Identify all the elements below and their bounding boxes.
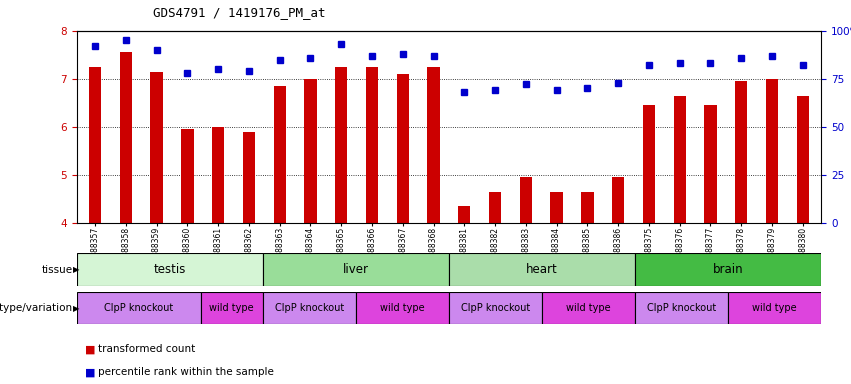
Text: ▶: ▶ (73, 265, 80, 274)
Bar (448, 253, 635, 286)
Text: wild type: wild type (752, 303, 797, 313)
Text: heart: heart (526, 263, 558, 276)
Text: ClpP knockout: ClpP knockout (275, 303, 344, 313)
Bar (612, 177, 625, 223)
Bar (335, 67, 347, 223)
Text: ■: ■ (85, 367, 95, 377)
Bar (520, 177, 532, 223)
Bar (120, 52, 132, 223)
Text: tissue: tissue (41, 265, 72, 275)
Bar (673, 96, 686, 223)
Bar (458, 206, 471, 223)
Bar (366, 67, 378, 223)
Text: genotype/variation: genotype/variation (0, 303, 72, 313)
Bar (635, 292, 728, 324)
Text: ▶: ▶ (73, 304, 80, 313)
Bar (243, 131, 255, 223)
Text: brain: brain (713, 263, 744, 276)
Bar (181, 129, 193, 223)
Bar (542, 292, 635, 324)
Bar (448, 292, 542, 324)
Text: wild type: wild type (566, 303, 611, 313)
Text: transformed count: transformed count (98, 344, 195, 354)
Bar (735, 81, 747, 223)
Bar (263, 253, 448, 286)
Bar (728, 292, 821, 324)
Bar (151, 71, 163, 223)
Bar (305, 79, 317, 223)
Text: wild type: wild type (380, 303, 425, 313)
Bar (201, 292, 263, 324)
Bar (643, 105, 655, 223)
Text: ■: ■ (85, 344, 95, 354)
Bar (766, 79, 778, 223)
Bar (489, 192, 501, 223)
Bar (551, 192, 563, 223)
Text: ClpP knockout: ClpP knockout (461, 303, 530, 313)
Bar (356, 292, 448, 324)
Bar (89, 67, 101, 223)
Bar (212, 127, 225, 223)
Bar (635, 253, 821, 286)
Text: liver: liver (343, 263, 368, 276)
Bar (263, 292, 356, 324)
Bar (427, 67, 440, 223)
Bar (705, 105, 717, 223)
Text: wild type: wild type (209, 303, 254, 313)
Text: GDS4791 / 1419176_PM_at: GDS4791 / 1419176_PM_at (153, 6, 326, 19)
Bar (77, 253, 263, 286)
Bar (797, 96, 809, 223)
Bar (273, 86, 286, 223)
Bar (397, 74, 408, 223)
Text: ClpP knockout: ClpP knockout (647, 303, 717, 313)
Text: testis: testis (153, 263, 186, 276)
Text: ClpP knockout: ClpP knockout (104, 303, 174, 313)
Text: percentile rank within the sample: percentile rank within the sample (98, 367, 274, 377)
Bar (77, 292, 201, 324)
Bar (581, 192, 593, 223)
